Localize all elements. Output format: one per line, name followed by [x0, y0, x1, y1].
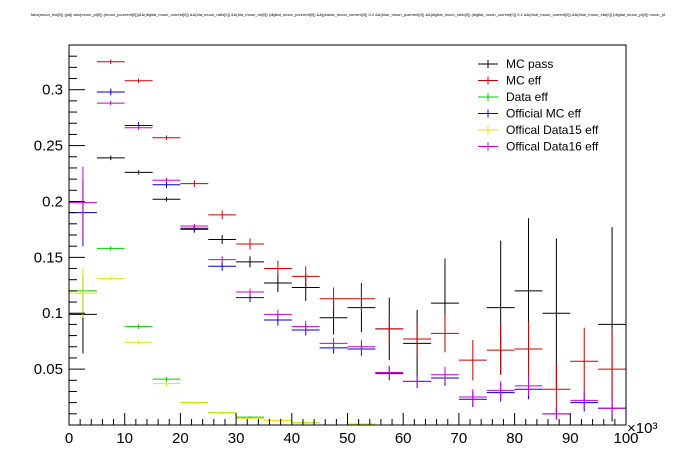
y-tick-label: 0.2 [42, 193, 63, 210]
data-point [69, 268, 97, 318]
data-point [263, 309, 292, 319]
data-point [152, 135, 181, 140]
chart-title: fabs(muon_eta[0]) (pa|| abs(muon_pt[0]) … [31, 12, 666, 17]
y-tick-label: 0.25 [34, 138, 63, 155]
data-point [403, 323, 432, 355]
y-tick-label: 0.15 [34, 249, 63, 266]
data-point [208, 210, 237, 220]
data-point [124, 170, 153, 175]
data-point [598, 330, 626, 409]
data-point [403, 374, 432, 389]
y-tick-label: 0.1 [42, 305, 63, 322]
data-point [570, 327, 599, 395]
data-point [180, 401, 209, 404]
data-point [208, 261, 237, 271]
x-tick-label: 90 [562, 430, 579, 447]
legend: MC pass MC eff Data eff Official MC eff Offi… [478, 57, 599, 154]
data-point [152, 381, 181, 386]
data-point [236, 288, 264, 296]
legend-item-mc-pass: MC pass [478, 57, 553, 71]
data-point [291, 266, 320, 287]
legend-item-offical-data15-eff: Offical Data15 eff [478, 123, 599, 137]
y-tick-label: 0.3 [42, 82, 63, 99]
data-point [431, 314, 459, 353]
plot-area [69, 59, 626, 425]
legend-item-official-mc-eff: Official MC eff [478, 107, 582, 121]
data-point [152, 376, 181, 382]
x-tick-label: 20 [172, 430, 189, 447]
x-tick-label: 30 [228, 430, 245, 447]
data-point [96, 276, 125, 281]
data-point [542, 238, 571, 389]
data-point [375, 365, 404, 380]
data-point [208, 235, 237, 244]
data-point [69, 166, 97, 239]
data-point [208, 256, 237, 263]
data-point [347, 285, 376, 313]
data-point [124, 324, 153, 329]
series-offical-data16-eff [69, 100, 626, 420]
data-point [263, 260, 292, 277]
x-tick-label: 60 [395, 430, 412, 447]
legend-item-data-eff: Data eff [478, 90, 548, 104]
data-point [124, 340, 153, 345]
data-point [514, 321, 543, 377]
legend-label: Offical Data16 eff [506, 140, 599, 154]
data-point [236, 417, 264, 420]
data-point [236, 238, 264, 250]
data-point [291, 321, 320, 333]
data-point [542, 364, 571, 414]
x-tick-label: 80 [506, 430, 523, 447]
data-point [263, 419, 292, 422]
x-tick-label: 40 [283, 430, 300, 447]
legend-label: Data eff [506, 90, 548, 104]
data-point [347, 340, 376, 354]
data-point [96, 88, 125, 96]
data-point [96, 100, 125, 106]
data-point [152, 197, 181, 202]
data-point [124, 78, 153, 83]
data-point [124, 125, 153, 130]
data-point [375, 315, 404, 343]
legend-item-offical-data16-eff: Offical Data16 eff [478, 140, 599, 154]
data-point [458, 340, 487, 381]
x-tick-label: 0 [65, 430, 73, 447]
legend-label: MC eff [506, 74, 542, 88]
x-tick-label: 50 [339, 430, 356, 447]
data-point [319, 287, 348, 310]
data-point [486, 381, 515, 400]
data-point [431, 366, 459, 383]
data-point [598, 399, 626, 418]
legend-label: MC pass [506, 57, 553, 71]
axes: 0 10 20 30 40 50 60 70 80 90 100 0.05 0.1 0.15 0.2 0.25… [34, 44, 639, 447]
data-point [180, 180, 209, 187]
data-point [96, 155, 125, 161]
data-point [96, 246, 125, 251]
data-point [570, 391, 599, 410]
data-point [236, 256, 264, 268]
y-tick-label: 0.05 [34, 361, 63, 378]
data-point [542, 408, 571, 420]
data-point [208, 411, 237, 414]
data-point [96, 59, 125, 64]
x-tick-label: 70 [451, 430, 468, 447]
data-point [263, 274, 292, 292]
legend-label: Offical Data15 eff [506, 123, 599, 137]
legend-item-mc-eff: MC eff [478, 74, 542, 88]
data-point [291, 421, 320, 424]
x-tick-label: 10 [116, 430, 133, 447]
data-point [152, 178, 181, 183]
data-point [319, 337, 348, 349]
data-point [180, 223, 209, 229]
data-point [458, 389, 487, 405]
data-point [486, 325, 515, 375]
x-multiplier-label: ×10³ [627, 420, 657, 437]
series-offical-data15-eff [69, 268, 376, 425]
series-mc-eff [96, 59, 626, 414]
data-point [514, 375, 543, 396]
legend-label: Official MC eff [506, 107, 582, 121]
x-tick-label: 100 [613, 430, 638, 447]
